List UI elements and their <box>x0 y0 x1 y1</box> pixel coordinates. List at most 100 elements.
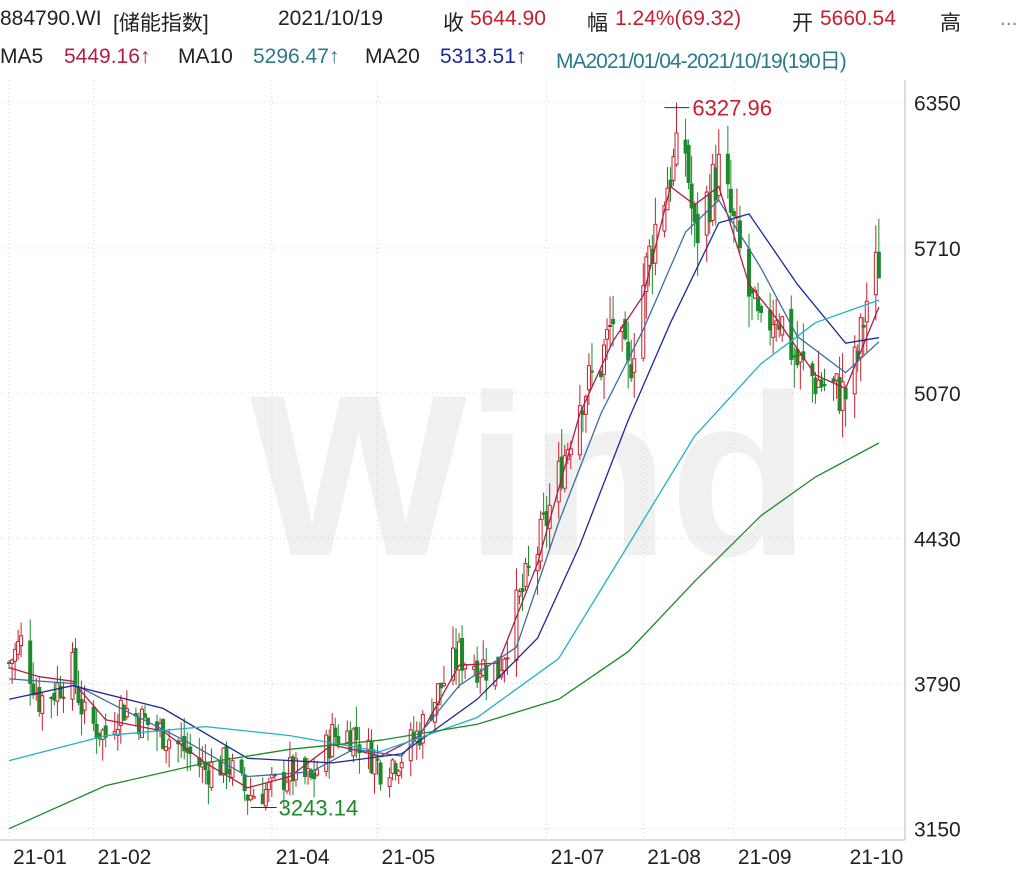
candle-body <box>517 591 522 597</box>
candle-body <box>611 318 616 325</box>
candle-body <box>91 706 96 724</box>
ma-line-ma10 <box>9 199 880 778</box>
candle-body <box>731 211 736 217</box>
more-button[interactable]: ... <box>1000 7 1018 30</box>
candle-body <box>819 379 824 388</box>
candle-body <box>182 735 187 752</box>
candle-body <box>31 683 36 696</box>
candle-body <box>520 587 525 593</box>
candle-body <box>861 324 866 328</box>
x-tick-label: 21-02 <box>98 846 152 869</box>
candle-body <box>239 759 244 773</box>
candle-body <box>251 795 256 799</box>
candle-body <box>523 563 528 588</box>
open-label: 开 <box>792 12 813 35</box>
candle-body <box>644 256 649 292</box>
candle-body <box>61 696 66 699</box>
candle-body <box>333 727 338 738</box>
ma5-label: MA5 <box>0 45 44 68</box>
x-tick-label: 21-04 <box>276 846 330 869</box>
candle-body <box>695 213 700 244</box>
ma-line-ma120 <box>8 442 880 830</box>
ma20-value: 5313.51↑ <box>440 45 527 68</box>
ma-period-overlap: MA2021/01/04-2021/10/19(190日) <box>556 50 847 73</box>
candle-body <box>759 305 764 313</box>
y-tick-label: 3150 <box>914 819 961 842</box>
candle-body <box>435 683 440 706</box>
candle-body <box>725 153 730 185</box>
open-value: 5660.54 <box>820 7 896 30</box>
candle-body <box>586 365 591 391</box>
candle-body <box>73 648 78 685</box>
ma-line-ma60 <box>8 299 880 762</box>
y-tick-label: 4430 <box>914 528 961 551</box>
candle-body <box>632 358 637 373</box>
candle-body <box>303 757 308 778</box>
candle-body <box>460 637 465 671</box>
candle-body <box>514 589 519 661</box>
candle-body <box>538 518 543 562</box>
candle-body <box>843 387 848 400</box>
candle-body <box>357 744 362 754</box>
x-tick-label: 21-10 <box>850 846 904 869</box>
candle-body <box>40 695 45 714</box>
candle-body <box>266 781 271 791</box>
candle-body <box>505 657 510 660</box>
candle-body <box>13 648 18 662</box>
ma20-label: MA20 <box>365 45 420 68</box>
candle-body <box>115 728 120 736</box>
candle-body <box>689 183 694 209</box>
candle-body <box>623 319 628 340</box>
y-tick-label: 5070 <box>914 383 961 406</box>
y-tick-label: 6350 <box>914 93 961 116</box>
candlestick-chart[interactable]: Wind 6350 5710 5070 4430 3790 3150 21-01 21-02 21… <box>0 80 1024 879</box>
high-annotation: 6327.96 <box>692 96 772 121</box>
candle-body <box>716 153 721 197</box>
candle-body <box>589 370 594 373</box>
candle-body <box>10 659 15 664</box>
candle-body <box>19 635 24 647</box>
candle-body <box>142 713 147 718</box>
quote-header: 884790.WI [储能指数] 2021/10/19 收 5644.90 幅 … <box>0 0 1024 40</box>
candle-body <box>756 297 761 312</box>
security-code: 884790.WI <box>0 7 102 30</box>
candle-body <box>315 769 320 776</box>
candle-body <box>864 300 869 323</box>
ma5-value: 5449.16↑ <box>64 45 151 68</box>
candle-body <box>771 324 776 338</box>
close-label: 收 <box>443 12 464 35</box>
close-value: 5644.90 <box>470 7 546 30</box>
x-tick-label: 21-07 <box>551 846 605 869</box>
candle-body <box>393 763 398 775</box>
high-label: 高 <box>940 12 961 35</box>
quote-date: 2021/10/19 <box>278 7 384 30</box>
candle-body <box>502 658 507 672</box>
candle-body <box>284 781 289 792</box>
candle-body <box>281 772 286 790</box>
candle-body <box>674 132 679 165</box>
candle-body <box>396 770 401 777</box>
change-label: 幅 <box>587 12 608 35</box>
low-annotation: 3243.14 <box>279 796 359 821</box>
candle-body <box>354 726 359 741</box>
candle-body <box>484 664 489 681</box>
candle-body <box>728 188 733 213</box>
candle-body <box>387 777 392 788</box>
candle-body <box>577 405 582 456</box>
candle-body <box>789 308 794 360</box>
x-tick-label: 21-05 <box>382 846 436 869</box>
candle-body <box>330 723 335 758</box>
y-tick-label: 5710 <box>914 238 961 261</box>
candle-body <box>378 762 383 785</box>
x-tick-label: 21-08 <box>647 846 701 869</box>
ma-line-ma5 <box>8 185 880 789</box>
candle-body <box>475 660 480 683</box>
candle-body <box>82 701 87 711</box>
candle-body <box>876 251 881 279</box>
candle-body <box>161 719 166 749</box>
candle-body <box>16 641 21 655</box>
candle-body <box>263 789 268 807</box>
change-value: 1.24%(69.32) <box>615 7 742 30</box>
candle-body <box>164 746 169 752</box>
candle-body <box>526 565 531 568</box>
